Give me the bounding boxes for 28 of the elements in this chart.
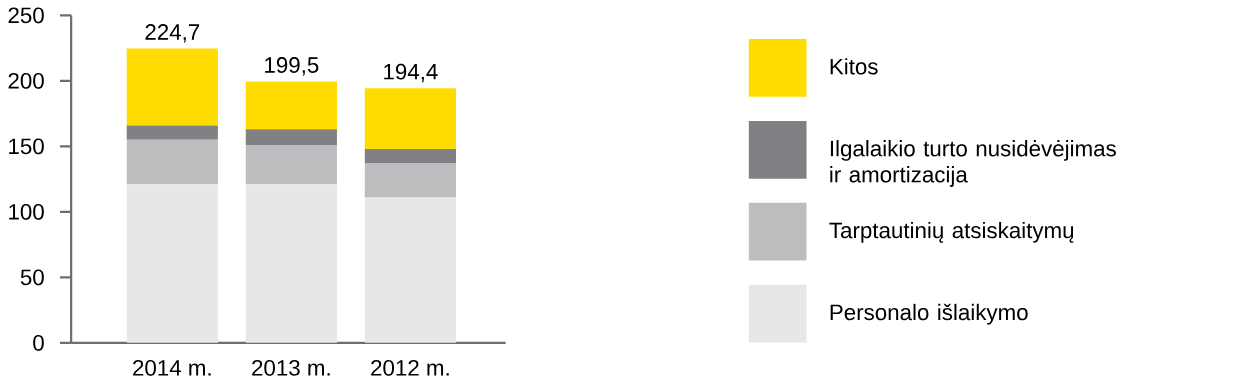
y-tick-label: 250 bbox=[8, 7, 44, 24]
bar bbox=[364, 163, 456, 198]
y-tick-label: 50 bbox=[20, 269, 44, 286]
x-tick-label: 2014 m. bbox=[133, 359, 211, 376]
y-tick-label: 100 bbox=[9, 203, 44, 220]
bar bbox=[126, 48, 218, 126]
text: Ilgalaikio turto nusidėvėjimas ir amortizacija bbox=[830, 139, 1116, 187]
total-label: 224,7 bbox=[145, 23, 200, 43]
y-tick-label: 0 bbox=[33, 334, 44, 351]
bar bbox=[126, 139, 218, 185]
bar bbox=[245, 144, 337, 185]
text: Personalo išlaikymo bbox=[830, 303, 1028, 325]
x-tick-label: 2013 m. bbox=[252, 359, 330, 376]
y-tick-label: 150 bbox=[9, 138, 44, 155]
bar bbox=[364, 88, 456, 149]
bar bbox=[245, 184, 337, 343]
bar bbox=[245, 81, 337, 130]
total-label: 199,5 bbox=[265, 56, 319, 76]
text: Tarptautinių atsiskaitymų bbox=[829, 221, 1074, 243]
bar bbox=[364, 148, 456, 164]
text: Kitos bbox=[830, 58, 878, 75]
total-label: 194,4 bbox=[384, 63, 438, 83]
x-tick-label: 2012 m. bbox=[371, 359, 449, 376]
y-tick-label: 200 bbox=[8, 72, 44, 89]
bar bbox=[126, 184, 218, 343]
bar bbox=[245, 129, 337, 145]
bar bbox=[364, 197, 456, 343]
bar bbox=[126, 125, 218, 140]
